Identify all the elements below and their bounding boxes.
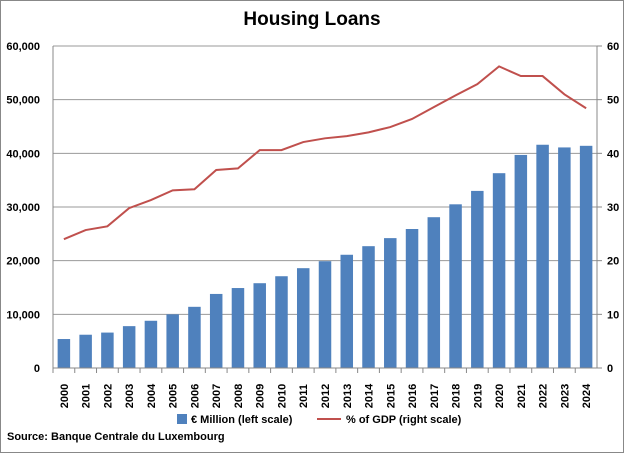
- left-tick-label: 50,000: [6, 95, 40, 107]
- left-tick-label: 0: [34, 363, 40, 375]
- left-tick-label: 40,000: [6, 148, 40, 160]
- x-tick-label: 2003: [124, 384, 136, 408]
- x-tick-label: 2011: [298, 384, 310, 408]
- x-tick-label: 2016: [407, 384, 419, 408]
- x-tick-label: 2019: [472, 384, 484, 408]
- left-tick-label: 20,000: [6, 256, 40, 268]
- legend-bar-label: € Million (left scale): [191, 414, 293, 426]
- bar-2014: [362, 246, 375, 368]
- x-tick-label: 2005: [168, 384, 180, 408]
- x-tick-label: 2008: [233, 384, 245, 408]
- x-tick-label: 2007: [211, 384, 223, 408]
- bar-2003: [122, 326, 136, 368]
- x-tick-label: 2020: [494, 384, 506, 408]
- bar-2006: [188, 306, 201, 368]
- bar-2018: [449, 204, 462, 368]
- right-tick-label: 50: [607, 95, 619, 107]
- chart-title: Housing Loans: [243, 9, 381, 30]
- source-note: Source: Banque Centrale du Luxembourg: [7, 431, 225, 443]
- right-tick-label: 30: [607, 202, 619, 214]
- x-tick-label: 2018: [451, 384, 463, 408]
- bar-2005: [166, 314, 179, 368]
- bar-2000: [57, 339, 71, 368]
- x-tick-label: 2001: [81, 384, 93, 408]
- bar-2012: [318, 261, 332, 368]
- x-tick-label: 2022: [538, 384, 550, 408]
- right-tick-label: 40: [607, 148, 619, 160]
- bar-2004: [144, 320, 158, 368]
- x-tick-label: 2021: [516, 384, 528, 408]
- x-tick-label: 2002: [102, 384, 114, 408]
- bar-2016: [405, 229, 419, 368]
- x-tick-label: 2014: [364, 383, 376, 408]
- bar-2019: [471, 190, 484, 368]
- bar-2020: [492, 173, 506, 368]
- bar-2002: [101, 332, 114, 368]
- bar-2017: [427, 217, 441, 368]
- bar-2024: [579, 145, 593, 368]
- x-tick-label: 2013: [342, 384, 354, 408]
- left-tick-label: 60,000: [6, 41, 40, 53]
- left-tick-label: 30,000: [6, 202, 40, 214]
- x-tick-label: 2000: [59, 384, 71, 408]
- x-tick-label: 2009: [255, 384, 267, 408]
- right-tick-label: 10: [607, 309, 619, 321]
- x-tick-label: 2010: [276, 384, 288, 408]
- bar-2008: [231, 288, 245, 368]
- bar-2009: [253, 283, 266, 368]
- bar-2010: [275, 276, 288, 368]
- bar-2001: [79, 334, 92, 368]
- left-tick-label: 10,000: [6, 309, 40, 321]
- x-tick-label: 2012: [320, 384, 332, 408]
- right-tick-label: 0: [607, 363, 613, 375]
- line-series-gdp: [63, 65, 587, 241]
- bar-2021: [514, 154, 528, 368]
- x-tick-label: 2017: [429, 384, 441, 408]
- bar-2007: [209, 293, 223, 368]
- bar-2011: [296, 268, 310, 368]
- right-tick-label: 20: [607, 256, 619, 268]
- legend-bar-swatch: [177, 414, 187, 424]
- bar-2023: [558, 147, 571, 368]
- bar-2013: [340, 254, 354, 368]
- bar-2022: [536, 144, 549, 368]
- right-tick-label: 60: [607, 41, 619, 53]
- x-tick-label: 2015: [385, 384, 397, 408]
- bar-2015: [384, 238, 397, 368]
- x-tick-label: 2023: [559, 384, 571, 408]
- x-tick-label: 2024: [581, 383, 593, 408]
- x-tick-label: 2004: [146, 383, 158, 408]
- legend-line-label: % of GDP (right scale): [346, 414, 462, 426]
- x-tick-label: 2006: [189, 384, 201, 408]
